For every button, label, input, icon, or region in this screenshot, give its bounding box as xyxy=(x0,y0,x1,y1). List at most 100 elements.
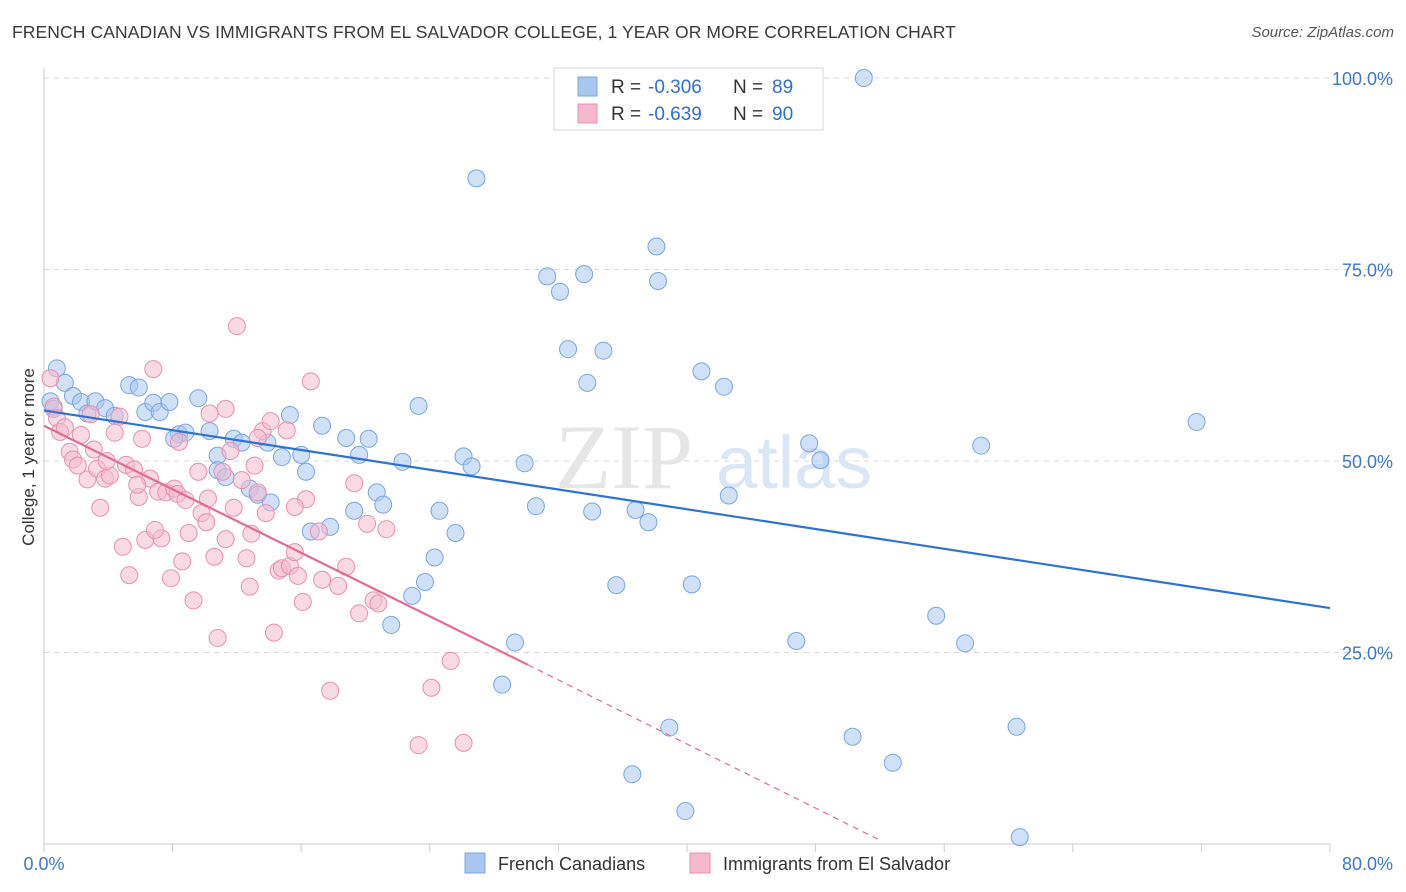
x-tick-label-min: 0.0% xyxy=(23,854,64,874)
data-point xyxy=(422,678,441,697)
x-tick-label-max: 80.0% xyxy=(1342,854,1393,874)
data-point xyxy=(811,451,830,470)
data-point xyxy=(415,573,434,592)
y-tick-label: 100.0% xyxy=(1332,69,1393,89)
data-point xyxy=(144,360,163,379)
stats-legend: R = -0.306 N = 89 R = -0.639 N = 90 xyxy=(553,67,824,131)
data-point xyxy=(578,373,597,392)
data-point xyxy=(309,522,328,541)
data-point xyxy=(607,576,626,595)
data-point xyxy=(221,442,240,461)
y-axis-label: College, 1 year or more xyxy=(19,368,38,546)
data-point xyxy=(369,594,388,613)
data-point xyxy=(559,340,578,359)
data-point xyxy=(626,501,645,520)
data-point xyxy=(350,604,369,623)
data-point xyxy=(682,575,701,594)
trend-line xyxy=(43,409,1331,610)
data-point xyxy=(297,462,316,481)
data-point xyxy=(179,524,198,543)
y-tick-label: 25.0% xyxy=(1342,644,1393,664)
legend-series-label: Immigrants from El Salvador xyxy=(723,854,950,874)
data-point xyxy=(462,457,481,476)
data-point xyxy=(205,547,224,566)
data-point xyxy=(232,471,251,490)
data-point xyxy=(113,537,132,556)
data-point xyxy=(425,548,444,567)
data-point xyxy=(293,592,312,611)
data-point xyxy=(800,434,819,453)
data-point xyxy=(441,651,460,670)
data-point xyxy=(68,456,87,475)
data-point xyxy=(277,421,296,440)
data-point xyxy=(288,566,307,585)
source-label: Source: ZipAtlas.com xyxy=(1251,24,1394,41)
data-point xyxy=(161,569,180,588)
data-point xyxy=(377,520,396,539)
data-point xyxy=(430,501,449,520)
data-point xyxy=(97,452,116,470)
data-point xyxy=(854,69,873,87)
data-point xyxy=(649,271,668,290)
data-point xyxy=(264,623,283,642)
trend-lines xyxy=(43,409,1331,841)
data-point xyxy=(280,406,299,425)
data-point xyxy=(538,267,557,286)
data-point xyxy=(956,634,975,653)
data-point xyxy=(176,491,195,510)
watermark-zip: ZIP xyxy=(555,406,693,508)
watermark: ZIP atlas xyxy=(555,406,872,508)
data-point xyxy=(256,504,275,523)
axes xyxy=(43,68,1331,852)
data-point xyxy=(493,675,512,694)
data-point xyxy=(313,570,332,589)
data-point xyxy=(719,486,738,505)
trend-line xyxy=(43,424,529,666)
data-point xyxy=(197,513,216,532)
tick-labels: 25.0% 50.0% 75.0% 100.0% 0.0% 80.0% xyxy=(23,69,1393,874)
data-point xyxy=(272,448,291,467)
data-point xyxy=(639,513,658,532)
trend-line-extension xyxy=(527,664,881,841)
data-point xyxy=(100,466,119,485)
data-point xyxy=(843,727,862,746)
legend-swatch xyxy=(577,103,598,124)
data-point xyxy=(526,497,545,516)
data-point xyxy=(676,802,695,821)
data-point xyxy=(446,524,465,543)
data-point xyxy=(145,520,164,539)
data-point xyxy=(216,530,235,549)
data-point xyxy=(301,372,320,391)
data-point xyxy=(261,412,280,431)
data-point xyxy=(1010,828,1029,847)
data-point xyxy=(41,369,60,388)
legend-n-value: 90 xyxy=(772,104,793,125)
y-tick-label: 75.0% xyxy=(1342,261,1393,281)
data-point xyxy=(403,586,422,605)
legend-n-label: N = xyxy=(733,77,763,98)
data-point xyxy=(189,389,208,408)
data-point xyxy=(129,378,148,397)
data-point xyxy=(787,632,806,651)
data-point xyxy=(467,169,486,188)
data-point xyxy=(515,454,534,473)
data-point xyxy=(594,341,613,360)
data-point xyxy=(972,436,991,455)
data-point xyxy=(133,429,152,448)
data-point xyxy=(173,552,192,571)
data-point xyxy=(189,462,208,481)
data-point xyxy=(160,393,179,412)
legend-r-value: -0.639 xyxy=(648,104,702,125)
data-point xyxy=(409,736,428,755)
data-point xyxy=(240,577,259,596)
data-point xyxy=(170,432,189,451)
legend-swatch xyxy=(689,852,711,874)
watermark-atlas: atlas xyxy=(716,421,872,504)
data-point xyxy=(660,718,679,737)
data-point xyxy=(409,396,428,415)
legend-r-label: R = xyxy=(611,77,641,98)
data-point xyxy=(345,474,364,493)
data-point xyxy=(551,282,570,301)
legend-swatch xyxy=(464,852,486,874)
